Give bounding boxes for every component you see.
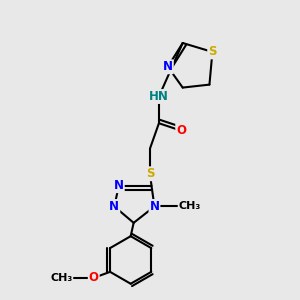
Text: HN: HN: [149, 90, 169, 103]
Text: O: O: [176, 124, 186, 137]
Text: N: N: [163, 60, 173, 73]
Text: N: N: [114, 179, 124, 192]
Text: O: O: [89, 271, 99, 284]
Text: S: S: [146, 167, 154, 180]
Text: N: N: [109, 200, 119, 213]
Text: CH₃: CH₃: [178, 202, 200, 212]
Text: N: N: [149, 200, 160, 213]
Text: CH₃: CH₃: [51, 273, 73, 283]
Text: S: S: [208, 45, 217, 58]
